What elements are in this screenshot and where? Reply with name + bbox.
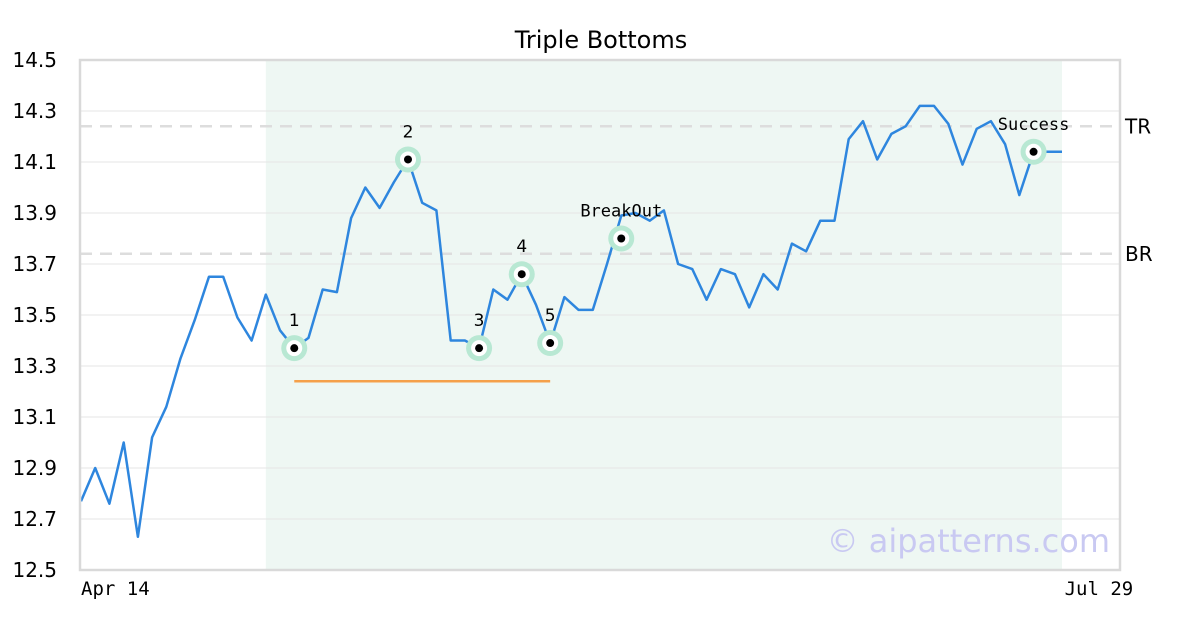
y-tick-label: 14.5 bbox=[12, 48, 57, 72]
pivot-label: 5 bbox=[545, 306, 556, 326]
y-tick-label: 12.7 bbox=[12, 507, 57, 531]
y-tick-label: 13.1 bbox=[12, 405, 57, 429]
y-tick-label: 12.9 bbox=[12, 456, 57, 480]
pivot-dot bbox=[475, 344, 484, 353]
y-tick-label: 13.9 bbox=[12, 201, 57, 225]
pivot-label: 4 bbox=[516, 237, 527, 257]
watermark: © aipatterns.com bbox=[827, 522, 1110, 560]
pivot-dot bbox=[517, 270, 526, 279]
x-tick-label: Apr 14 bbox=[81, 578, 150, 600]
y-tick-label: 13.3 bbox=[12, 354, 57, 378]
y-tick-label: 14.1 bbox=[12, 150, 57, 174]
x-tick-label: Jul 29 bbox=[1065, 578, 1134, 600]
pivot-dot bbox=[1029, 147, 1038, 156]
price-line bbox=[79, 104, 1062, 539]
y-tick-label: 12.5 bbox=[12, 558, 57, 582]
y-tick-label: 14.3 bbox=[12, 99, 57, 123]
pivot-label: 3 bbox=[474, 311, 485, 331]
reference-line-label: TR bbox=[1124, 114, 1151, 138]
chart-title: Triple Bottoms bbox=[514, 26, 688, 54]
pivot-dot bbox=[404, 155, 412, 164]
y-tick-label: 13.5 bbox=[12, 303, 57, 327]
plot-frame bbox=[78, 58, 1122, 572]
pivot-dot bbox=[546, 339, 555, 348]
pivot-label: Success bbox=[998, 115, 1070, 135]
pivot-dot bbox=[617, 234, 626, 243]
pivot-dot bbox=[290, 344, 299, 353]
pivot-label: BreakOut bbox=[580, 202, 662, 222]
y-tick-label: 13.7 bbox=[12, 252, 57, 276]
pivot-label: 1 bbox=[289, 311, 300, 331]
reference-line-label: BR bbox=[1125, 242, 1153, 266]
pivot-label: 2 bbox=[403, 122, 414, 142]
